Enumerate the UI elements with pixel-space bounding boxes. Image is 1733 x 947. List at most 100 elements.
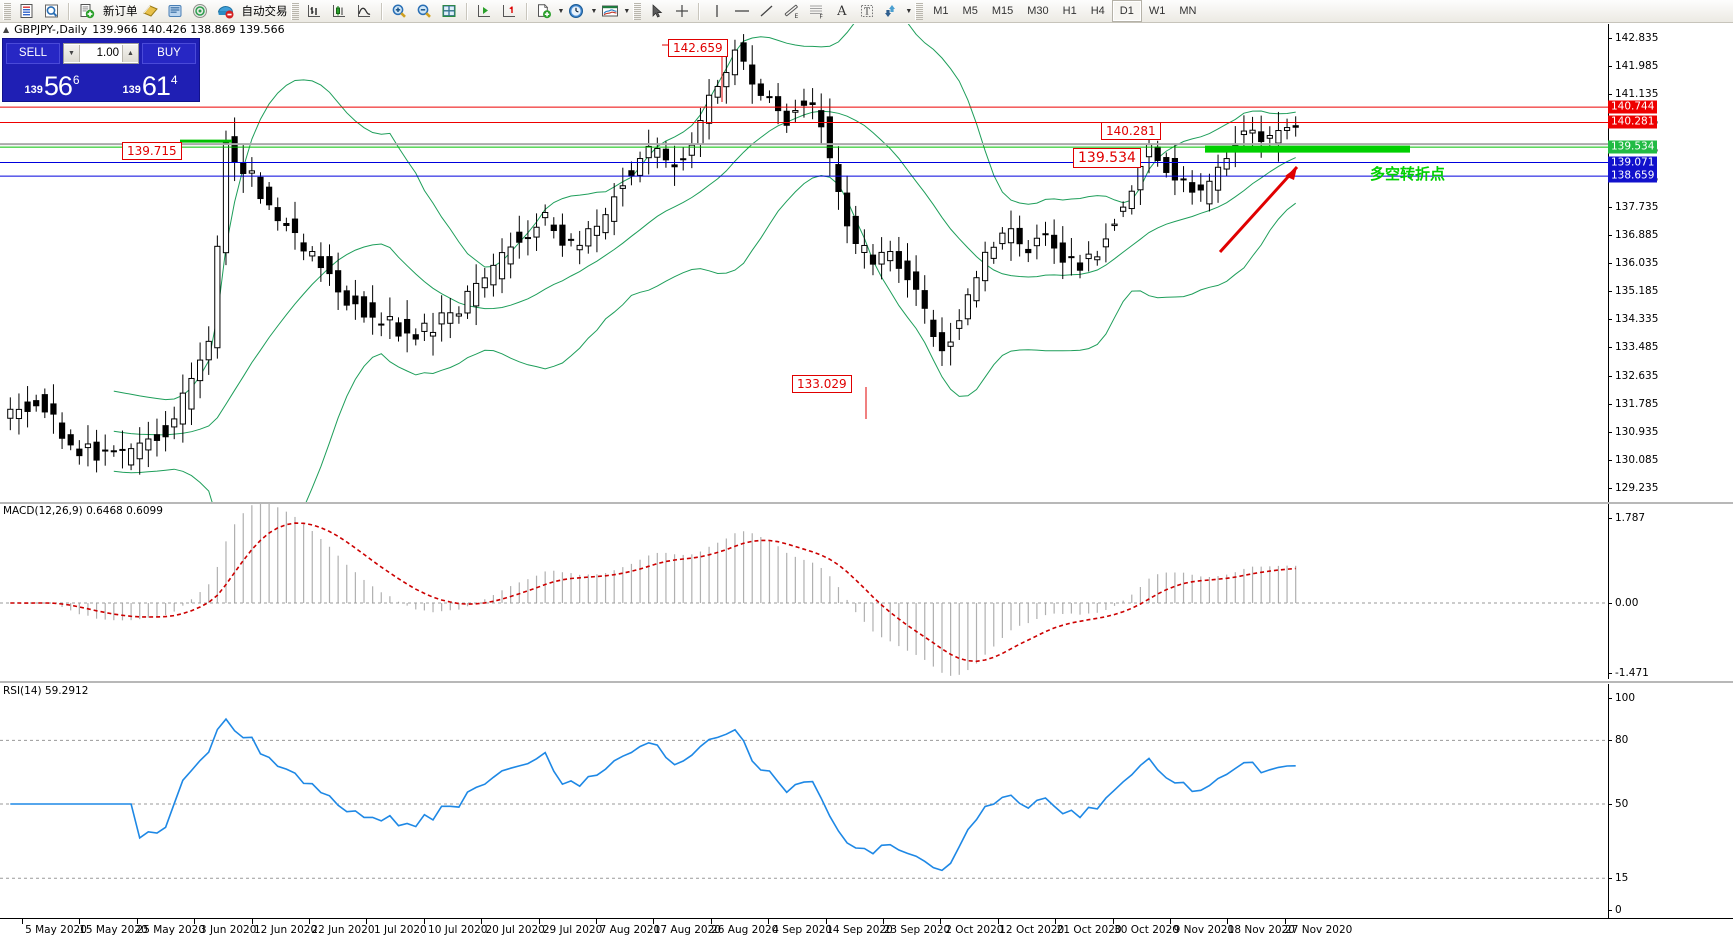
buy-button[interactable]: BUY [142, 42, 196, 64]
trade-panel-quotes: 139 56 6 139 61 4 [3, 65, 199, 101]
rsi-tick-label: 80 [1615, 734, 1629, 747]
timeframe-m15[interactable]: M15 [991, 5, 1014, 17]
line-chart-icon[interactable] [352, 1, 377, 21]
macd-signal-line [10, 522, 1296, 663]
rsi-label: RSI(14) 59.2912 [3, 685, 89, 697]
date-tick [79, 919, 81, 924]
date-tick-label: 21 Oct 2020 [1056, 924, 1122, 936]
volume-value[interactable]: 1.00 [96, 47, 119, 59]
crosshair-icon[interactable] [669, 1, 694, 21]
toolbar-separator-3 [465, 2, 468, 20]
toolbar-grip-3[interactable] [633, 2, 642, 20]
volume-decrease-icon[interactable]: ▼ [64, 44, 80, 62]
macd-tick-label: -1.471 [1615, 667, 1649, 679]
timeframe-h4[interactable]: H4 [1090, 5, 1105, 17]
rsi-subwindow[interactable]: RSI(14) 59.2912 [0, 684, 1608, 918]
period-clock-icon[interactable] [564, 1, 589, 21]
add-indicator-icon[interactable] [532, 1, 557, 21]
macd-axis: 1.787 0.00 -1.471 [1608, 504, 1733, 679]
cursor-arrow-icon[interactable] [644, 1, 669, 21]
rsi-tick [1608, 804, 1612, 805]
vertical-line-icon[interactable] [704, 1, 729, 21]
date-tick-label: 20 Jul 2020 [485, 924, 545, 936]
auto-scroll-icon[interactable] [472, 1, 497, 21]
candlestick-chart-icon[interactable] [327, 1, 352, 21]
new-chart-icon[interactable] [14, 1, 39, 21]
price-axis[interactable]: 142.835141.985141.135140.285139.435138.5… [1608, 24, 1733, 502]
tile-windows-icon[interactable] [437, 1, 462, 21]
date-axis[interactable]: 5 May 2020 15 May 2020 25 May 2020 3 Jun 20… [0, 918, 1733, 947]
chevron-down-icon-2[interactable]: ▼ [590, 7, 598, 15]
templates-icon[interactable] [597, 1, 622, 21]
chart-shift-icon[interactable] [497, 1, 522, 21]
price-tick [1608, 234, 1612, 236]
bar-chart-icon[interactable] [302, 1, 327, 21]
chevron-down-icon-4[interactable]: ▼ [905, 7, 913, 15]
date-tick [940, 919, 942, 924]
price-level-tag: 140.281 [1608, 115, 1658, 129]
date-tick [366, 919, 368, 924]
date-tick [653, 919, 655, 924]
date-tick [768, 919, 770, 924]
chevron-down-icon-3[interactable]: ▼ [623, 7, 631, 15]
chart-search-icon[interactable] [39, 1, 64, 21]
price-level-tag: 138.659 [1608, 169, 1658, 183]
date-tick [251, 919, 253, 924]
equidistant-channel-icon[interactable]: E [779, 1, 804, 21]
metaeditor-icon[interactable] [138, 1, 163, 21]
volume-stepper[interactable]: ▼ 1.00 ▲ [63, 42, 139, 64]
autotrading-icon[interactable] [213, 1, 238, 21]
volume-increase-icon[interactable]: ▲ [122, 44, 138, 62]
chevron-down-icon[interactable]: ▼ [557, 7, 565, 15]
timeframe-m1[interactable]: M1 [933, 5, 949, 17]
macd-separator[interactable] [0, 502, 1733, 504]
trendline-icon[interactable] [754, 1, 779, 21]
price-tick-label: 141.985 [1615, 60, 1659, 73]
fibonacci-retracement-icon[interactable]: F [804, 1, 829, 21]
sell-quote-mid: 56 [43, 71, 73, 101]
macd-subwindow[interactable]: MACD(12,26,9) 0.6468 0.6099 [0, 504, 1608, 679]
price-tick [1608, 66, 1612, 68]
macd-tick [1608, 673, 1612, 674]
sell-button[interactable]: SELL [6, 42, 60, 64]
new-order-icon[interactable] [74, 1, 99, 21]
rsi-separator[interactable] [0, 681, 1733, 683]
rsi-tick-label: 0 [1615, 904, 1622, 916]
timeframe-m5[interactable]: M5 [962, 5, 978, 17]
toolbar-separator-5 [698, 2, 701, 20]
text-label-icon[interactable]: T [854, 1, 879, 21]
timeframe-d1[interactable]: D1 [1111, 0, 1142, 22]
date-tick-label: 12 Jun 2020 [253, 924, 318, 936]
toolbar-separator [68, 2, 70, 20]
price-chart-svg [0, 24, 1608, 502]
sell-quote[interactable]: 139 56 6 [3, 65, 101, 101]
date-tick-label: 14 Sep 2020 [826, 924, 893, 936]
macd-svg [0, 504, 1608, 676]
timeframe-h1[interactable]: H1 [1062, 5, 1077, 17]
timeframe-mn[interactable]: MN [1179, 5, 1197, 17]
date-tick [1284, 919, 1286, 924]
zoom-out-icon[interactable] [412, 1, 437, 21]
timeframe-m30[interactable]: M30 [1027, 5, 1049, 17]
text-icon-glyph: A [837, 3, 847, 19]
timeframe-w1[interactable]: W1 [1148, 5, 1166, 17]
resistance-price-tag: 140.281 [1101, 122, 1161, 140]
date-tick [1055, 919, 1057, 924]
toolbar-grip[interactable] [3, 2, 11, 20]
date-tick [1112, 919, 1114, 924]
text-icon[interactable]: A [829, 1, 854, 21]
buy-quote[interactable]: 139 61 4 [101, 65, 199, 101]
expert-signal-icon[interactable] [188, 1, 213, 21]
svg-text:E: E [795, 13, 799, 19]
toolbar-separator-2 [380, 2, 383, 20]
date-tick-label: 17 Aug 2020 [653, 924, 721, 936]
toolbar-grip-4[interactable] [915, 2, 924, 20]
macd-tick-label: 1.787 [1615, 512, 1646, 524]
arrows-icon[interactable] [879, 1, 904, 21]
zoom-in-icon[interactable] [387, 1, 412, 21]
toolbar-grip-2[interactable] [290, 2, 299, 20]
svg-text:T: T [864, 8, 870, 18]
terminal-icon[interactable] [163, 1, 188, 21]
price-chart-area[interactable] [0, 24, 1608, 502]
horizontal-line-icon[interactable] [729, 1, 754, 21]
